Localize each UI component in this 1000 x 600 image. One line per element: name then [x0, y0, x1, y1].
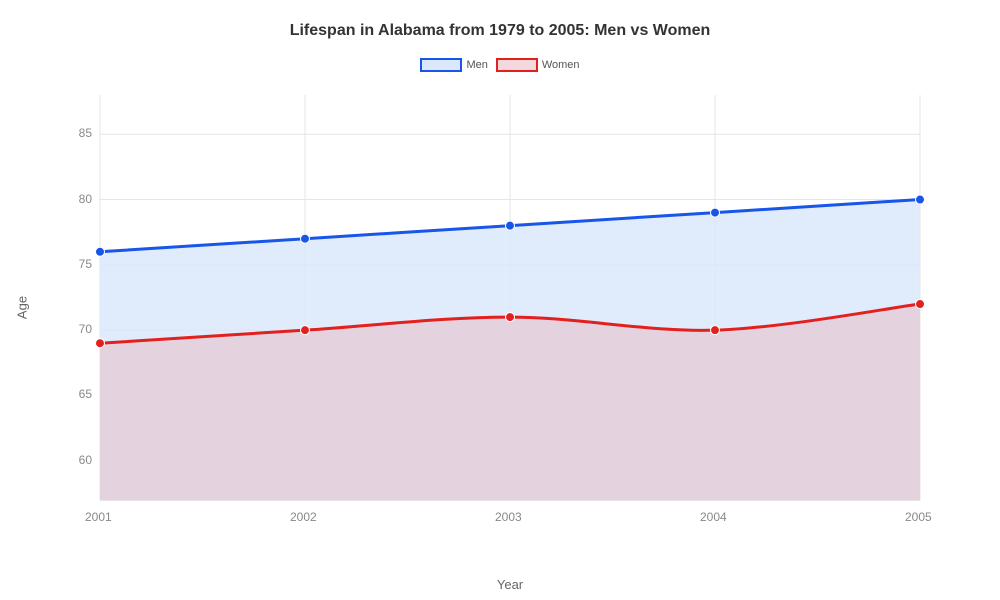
y-tick-label: 70	[79, 322, 92, 336]
x-tick-label: 2005	[905, 510, 932, 524]
plot-area	[70, 90, 950, 530]
legend-item: Men	[420, 58, 487, 72]
chart-container: Lifespan in Alabama from 1979 to 2005: M…	[0, 0, 1000, 600]
legend-item: Women	[496, 58, 580, 72]
y-tick-label: 75	[79, 257, 92, 271]
legend-label: Men	[466, 59, 487, 71]
x-tick-label: 2002	[290, 510, 317, 524]
x-tick-label: 2003	[495, 510, 522, 524]
y-tick-label: 80	[79, 192, 92, 206]
y-axis-label: Age	[15, 278, 30, 338]
legend-swatch	[496, 58, 538, 72]
chart-legend: Men Women	[0, 58, 1000, 72]
legend-label: Women	[542, 59, 580, 71]
legend-swatch	[420, 58, 462, 72]
chart-title: Lifespan in Alabama from 1979 to 2005: M…	[0, 22, 1000, 40]
y-tick-label: 60	[79, 453, 92, 467]
x-tick-label: 2001	[85, 510, 112, 524]
x-axis-label: Year	[70, 577, 950, 592]
x-tick-label: 2004	[700, 510, 727, 524]
y-tick-label: 85	[79, 126, 92, 140]
y-tick-label: 65	[79, 387, 92, 401]
chart-svg	[70, 90, 950, 530]
